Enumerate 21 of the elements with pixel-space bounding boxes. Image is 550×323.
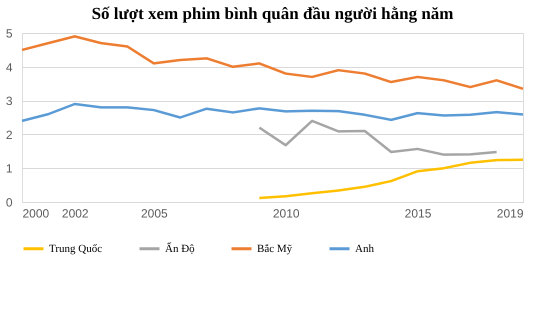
x-tick-label: 2010 xyxy=(272,206,300,220)
y-tick-label: 3 xyxy=(6,94,13,108)
legend-label: Anh xyxy=(355,242,374,255)
y-tick-label: 5 xyxy=(6,26,13,40)
legend-label: Trung Quốc xyxy=(49,242,102,255)
line-series xyxy=(258,158,524,200)
x-tick-label: 2002 xyxy=(62,206,89,220)
line-series xyxy=(20,35,524,90)
y-tick-label: 2 xyxy=(6,128,13,142)
x-tick-label: 2019 xyxy=(496,206,524,220)
legend-label: Bắc Mỹ xyxy=(257,242,293,255)
line-series xyxy=(258,120,498,156)
x-tick-label: 2000 xyxy=(22,206,50,220)
legend-label: Ấn Độ xyxy=(165,242,196,255)
chart-title: Số lượt xem phim bình quân đầu người hằng năm xyxy=(92,4,454,23)
y-tick-label: 1 xyxy=(6,162,13,176)
x-tick-label: 2005 xyxy=(140,206,168,220)
x-tick-label: 2015 xyxy=(404,206,432,220)
y-tick-label: 0 xyxy=(6,196,13,210)
line-series xyxy=(20,102,524,122)
y-tick-label: 4 xyxy=(6,60,13,74)
